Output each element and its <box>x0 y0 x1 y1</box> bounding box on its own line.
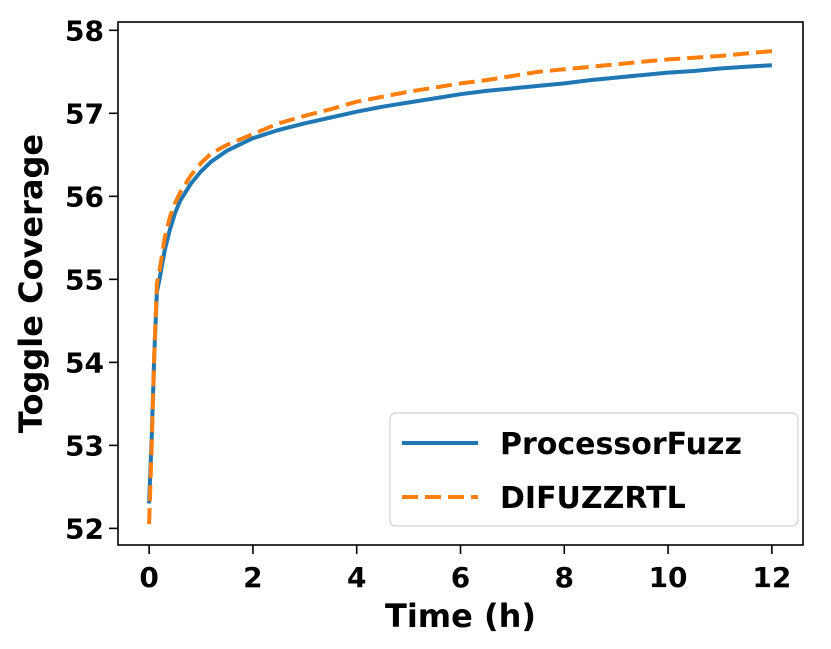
y-tick-label: 58 <box>65 14 104 47</box>
x-tick-label: 8 <box>555 561 574 594</box>
x-tick-label: 2 <box>243 561 262 594</box>
y-tick-label: 56 <box>65 180 104 213</box>
y-axis: 52 53 54 55 56 57 58 <box>65 14 118 545</box>
y-tick-label: 55 <box>65 263 104 296</box>
legend: ProcessorFuzz DIFUZZRTL <box>389 412 799 527</box>
legend-label-processorfuzz: ProcessorFuzz <box>500 427 742 462</box>
y-tick-label: 53 <box>65 429 104 462</box>
x-tick-label: 12 <box>752 561 791 594</box>
x-tick-label: 0 <box>139 561 158 594</box>
series-line-difuzzrtl <box>147 49 773 525</box>
y-tick-label: 54 <box>65 346 104 379</box>
x-tick-label: 10 <box>649 561 688 594</box>
legend-box <box>389 412 799 527</box>
y-axis-label: Toggle Coverage <box>12 134 50 433</box>
y-tick-label: 57 <box>65 97 104 130</box>
y-tick-label: 52 <box>65 512 104 545</box>
x-tick-label: 4 <box>347 561 366 594</box>
legend-label-difuzzrtl: DIFUZZRTL <box>500 481 686 516</box>
x-axis-label: Time (h) <box>385 597 536 635</box>
series-line-processorfuzz <box>147 63 773 504</box>
x-tick-label: 6 <box>451 561 470 594</box>
series-layer <box>147 49 773 525</box>
x-axis: 0 2 4 6 8 10 12 <box>139 545 791 594</box>
